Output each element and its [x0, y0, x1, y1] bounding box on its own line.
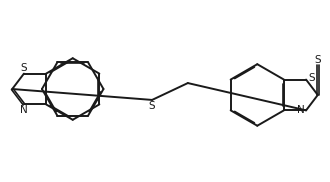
Text: S: S	[20, 63, 27, 73]
Text: S: S	[149, 101, 155, 111]
Text: N: N	[297, 105, 305, 115]
Text: S: S	[308, 73, 315, 83]
Text: S: S	[314, 55, 321, 65]
Text: N: N	[20, 105, 28, 115]
